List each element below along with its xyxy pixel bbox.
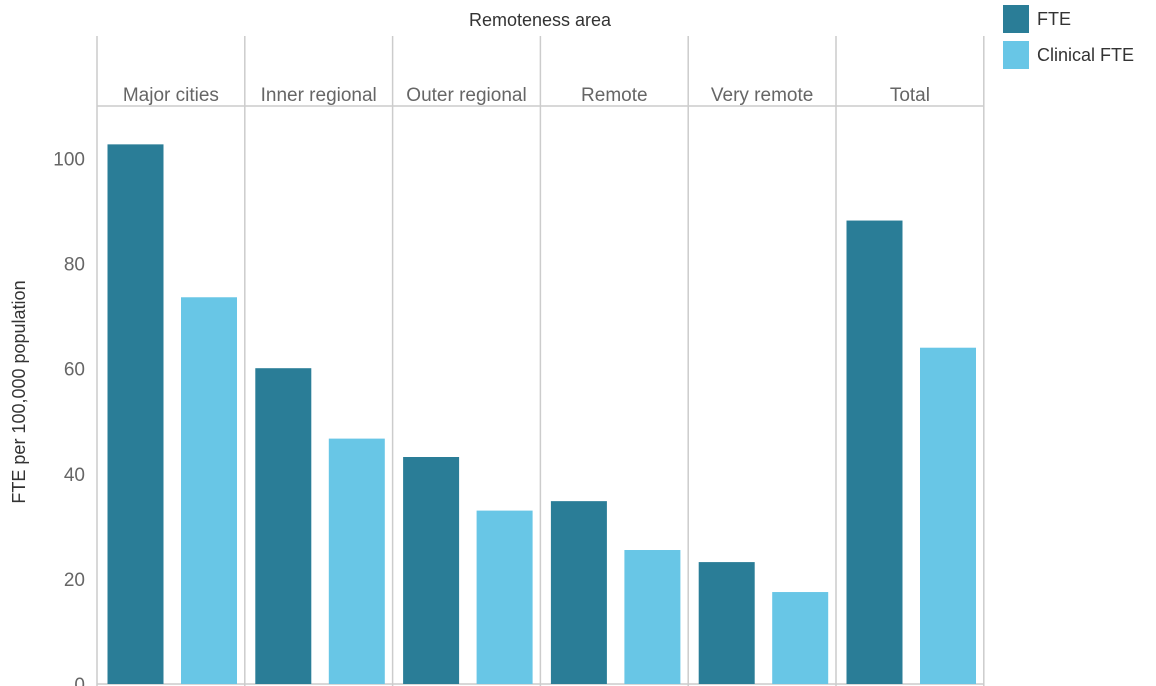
y-axis-ticks: 0 20 40 60 80 100 bbox=[53, 150, 85, 686]
category-label: Remote bbox=[581, 85, 648, 106]
category-label: Very remote bbox=[711, 85, 813, 106]
bar-fte bbox=[698, 562, 755, 684]
bar-fte bbox=[846, 220, 903, 685]
bar-fte bbox=[550, 501, 607, 684]
y-tick-label: 100 bbox=[53, 150, 85, 171]
y-axis-label: FTE per 100,000 population bbox=[9, 280, 29, 503]
bar-clinical-fte bbox=[624, 550, 681, 684]
facet-dividers bbox=[96, 36, 985, 686]
y-tick-label: 20 bbox=[64, 570, 85, 591]
bars bbox=[107, 144, 976, 685]
legend-swatch bbox=[1003, 41, 1029, 69]
chart-title: Remoteness area bbox=[469, 10, 612, 30]
bar-fte bbox=[403, 457, 460, 684]
bar-clinical-fte bbox=[328, 438, 385, 684]
legend-label: FTE bbox=[1037, 9, 1071, 29]
category-label: Outer regional bbox=[406, 85, 526, 106]
bar-clinical-fte bbox=[772, 592, 829, 684]
category-labels: Major cities Inner regional Outer regional… bbox=[123, 85, 930, 106]
y-tick-label: 60 bbox=[64, 360, 85, 381]
legend: FTE Clinical FTE bbox=[1003, 5, 1134, 69]
bar-clinical-fte bbox=[181, 297, 237, 684]
category-label: Major cities bbox=[123, 85, 219, 106]
category-label: Total bbox=[890, 85, 930, 106]
bar-fte bbox=[255, 368, 312, 684]
bar-fte bbox=[107, 144, 164, 685]
y-tick-label: 40 bbox=[64, 465, 85, 486]
category-label: Inner regional bbox=[261, 85, 377, 106]
y-tick-label: 80 bbox=[64, 255, 85, 276]
legend-label: Clinical FTE bbox=[1037, 45, 1134, 65]
bar-clinical-fte bbox=[920, 347, 976, 684]
y-tick-label: 0 bbox=[74, 675, 85, 686]
bar-clinical-fte bbox=[476, 510, 533, 684]
legend-swatch bbox=[1003, 5, 1029, 33]
